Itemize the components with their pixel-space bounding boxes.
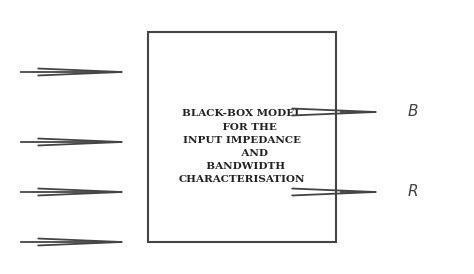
Bar xyxy=(148,32,336,242)
Text: B: B xyxy=(408,104,419,119)
Text: R: R xyxy=(408,184,419,199)
Text: BLACK-BOX MODEL
    FOR THE
INPUT IMPEDANCE
       AND
  BANDWIDTH
CHARACTERISAT: BLACK-BOX MODEL FOR THE INPUT IMPEDANCE … xyxy=(179,110,305,184)
